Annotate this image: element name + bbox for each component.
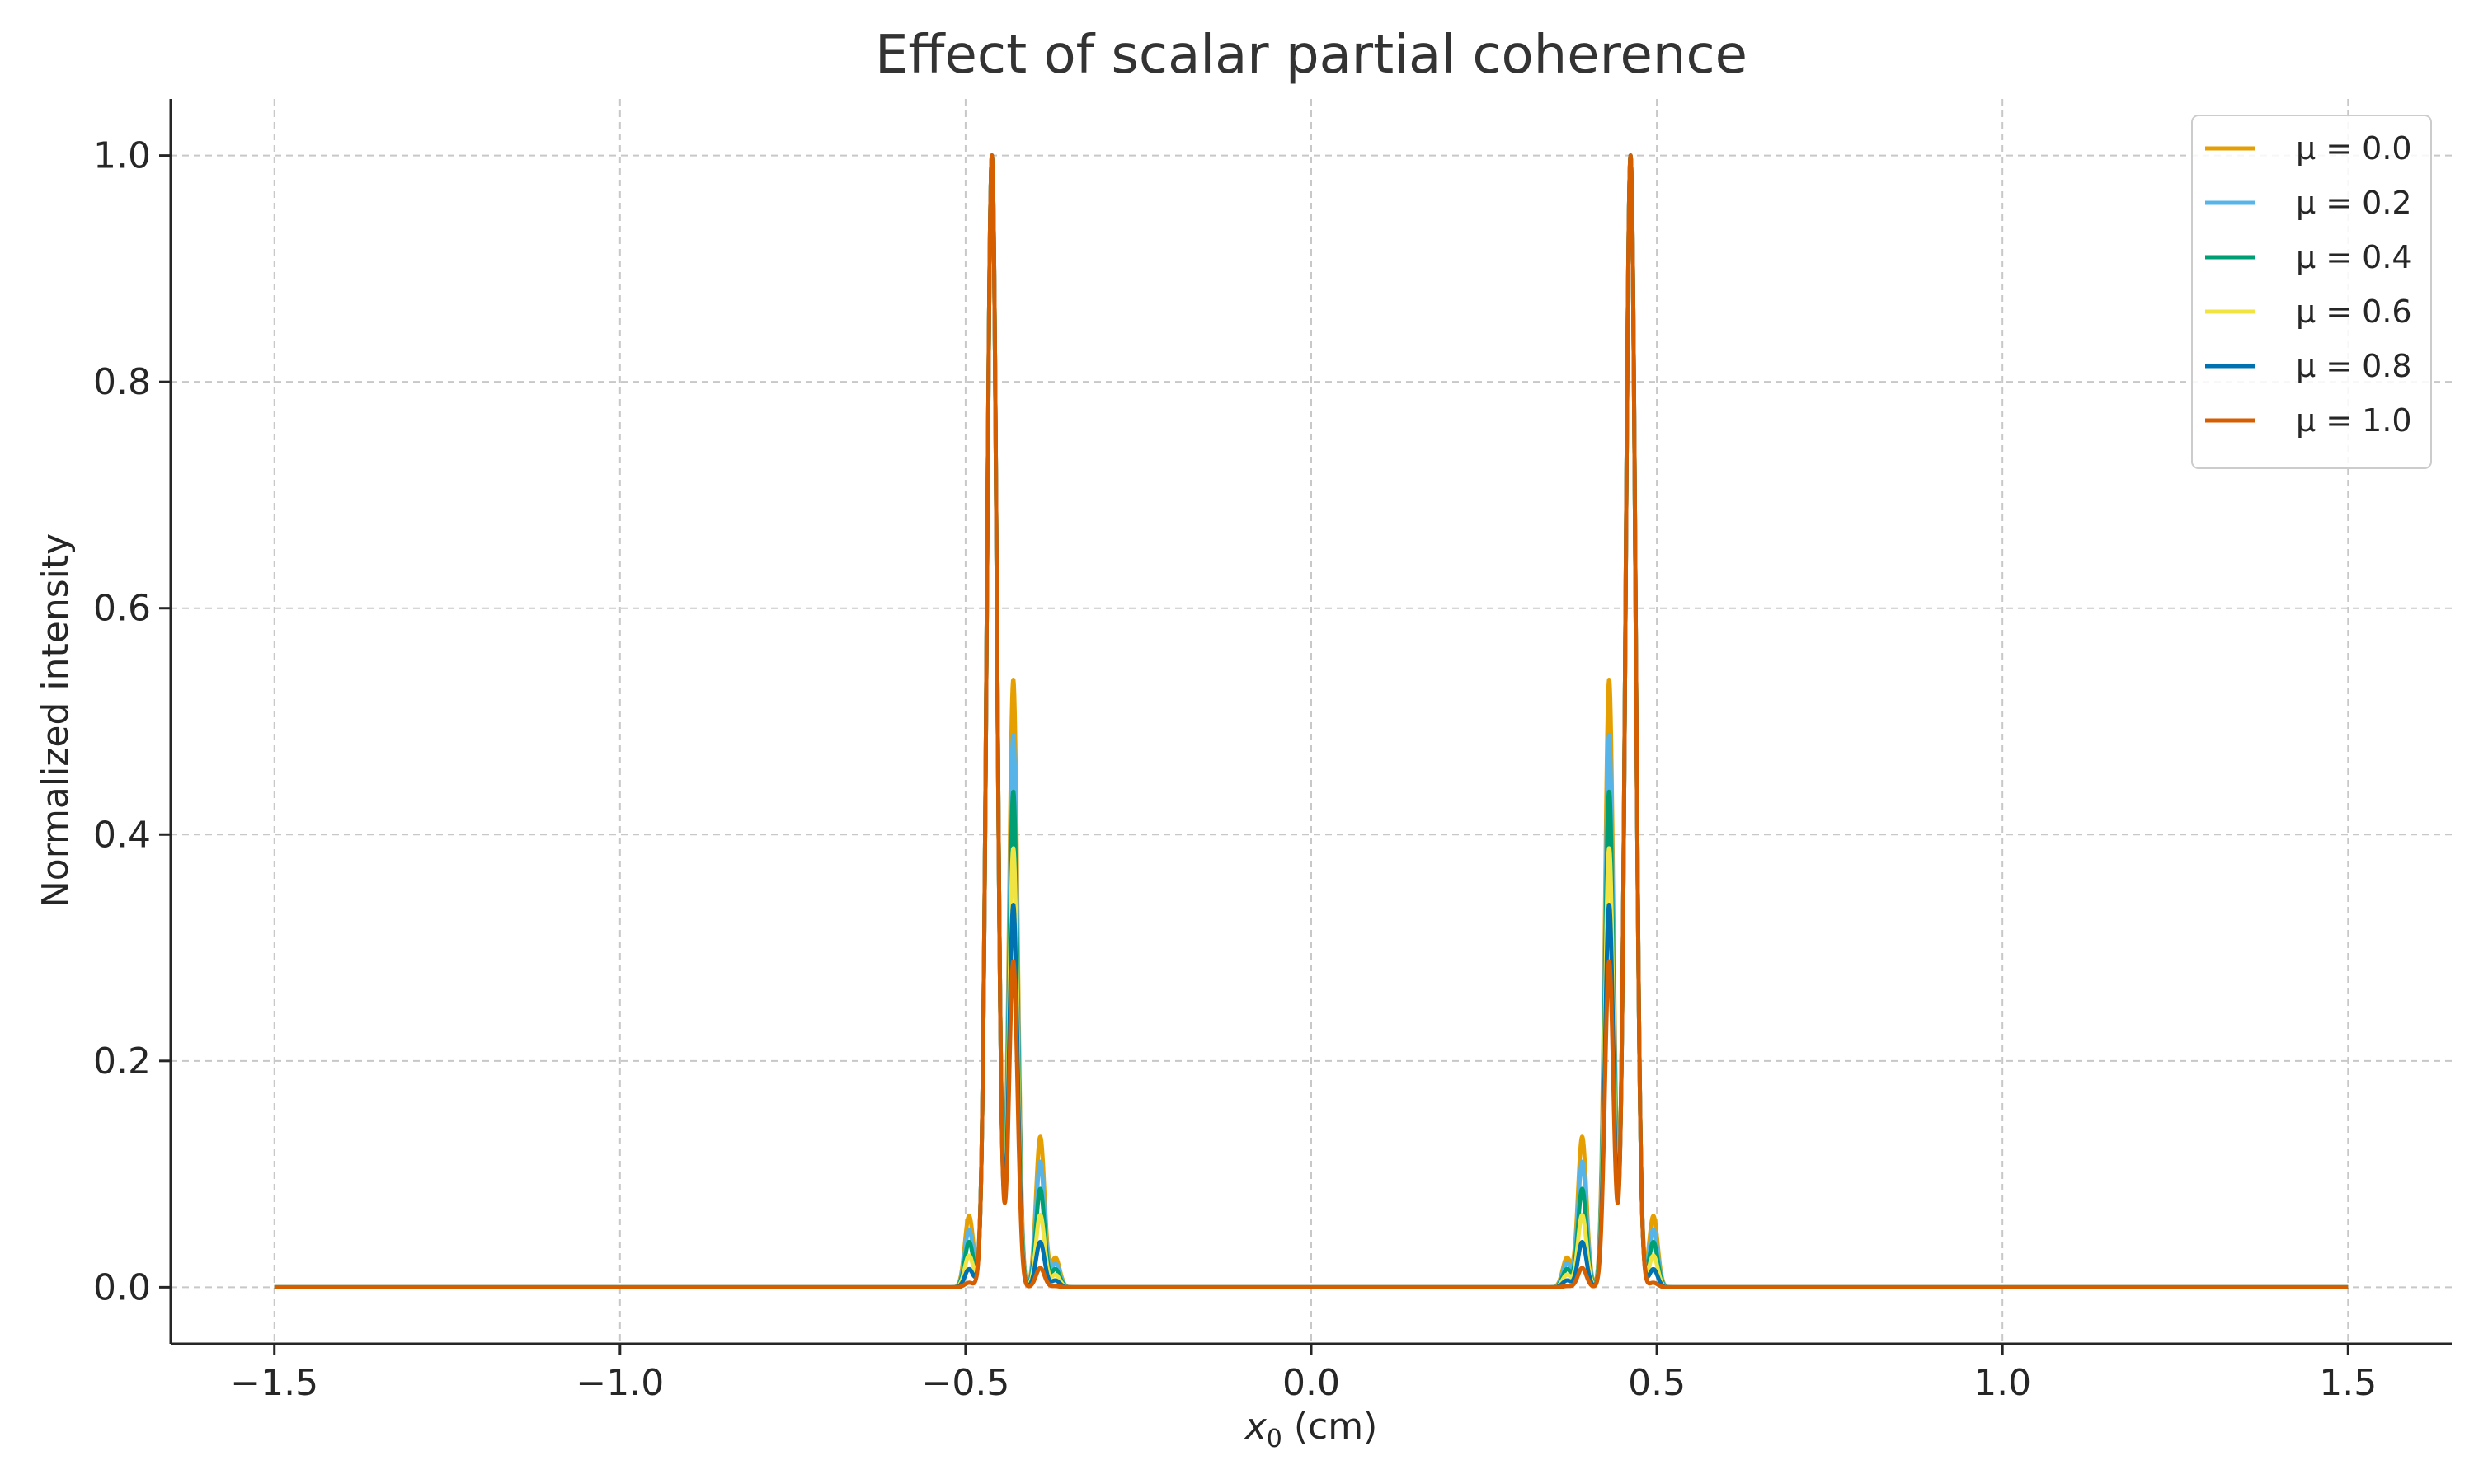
y-axis-label: Normalized intensity: [35, 533, 77, 908]
legend-label: μ = 0.6: [2296, 294, 2412, 330]
y-tick-label: 0.6: [93, 588, 151, 630]
y-tick-label: 0.2: [93, 1040, 151, 1082]
y-tick-label: 0.0: [93, 1266, 151, 1308]
x-axis-label-sub: 0: [1267, 1425, 1282, 1453]
x-tick-label: 0.0: [1282, 1362, 1340, 1404]
x-axis-label-var: x: [1244, 1406, 1268, 1448]
legend-label: μ = 0.0: [2296, 130, 2412, 167]
series-layer: [272, 153, 2350, 1289]
legend: μ = 0.0 μ = 0.2 μ = 0.4 μ = 0.6 μ = 0.8 μ = 1…: [2191, 115, 2432, 469]
series-line-mu-1: [272, 153, 2350, 1289]
y-tick-label: 0.8: [93, 361, 151, 403]
legend-label: μ = 0.2: [2296, 185, 2412, 221]
legend-label: μ = 0.4: [2296, 239, 2412, 275]
y-tick-label: 0.4: [93, 814, 151, 856]
x-axis-label: x0 (cm): [1244, 1406, 1378, 1453]
x-tick-label: −1.0: [576, 1362, 664, 1404]
legend-label: μ = 0.8: [2296, 348, 2412, 384]
x-tick-label: −1.5: [230, 1362, 318, 1404]
chart-title: Effect of scalar partial coherence: [875, 25, 1747, 86]
ticks: −1.5 −1.0 −0.5 0.0 0.5 1.0 1.5 0.0 0.2 0.4 0.6 0.8 1…: [93, 135, 2377, 1404]
x-tick-label: −0.5: [921, 1362, 1009, 1404]
x-tick-label: 1.0: [1973, 1362, 2031, 1404]
x-tick-label: 0.5: [1628, 1362, 1686, 1404]
x-axis-label-unit: (cm): [1282, 1406, 1377, 1448]
y-tick-label: 1.0: [93, 135, 151, 177]
x-tick-label: 1.5: [2319, 1362, 2377, 1404]
legend-label: μ = 1.0: [2296, 402, 2412, 439]
